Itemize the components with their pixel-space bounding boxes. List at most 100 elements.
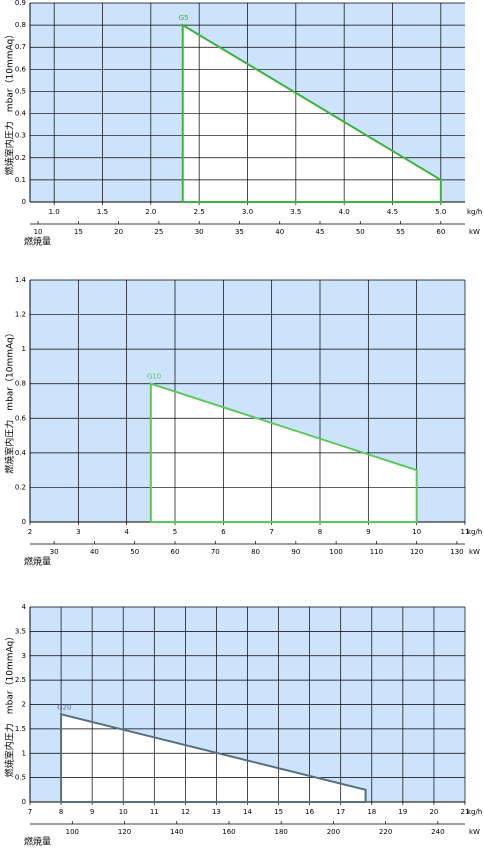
x-tick-label: 10: [119, 808, 128, 816]
x-tick-label: 11: [150, 808, 159, 816]
x-axis-title: 燃焼量: [24, 836, 51, 848]
y-tick-label: 0.5: [15, 87, 26, 95]
x2-tick-label: 120: [410, 548, 423, 556]
x-tick-label: 18: [367, 808, 376, 816]
x-tick-label: 9: [366, 528, 370, 536]
x2-tick-label: 40: [275, 228, 284, 236]
y-tick-label: 0.4: [15, 110, 27, 118]
x-tick-label: 12: [181, 808, 190, 816]
area-outline: [181, 23, 442, 203]
y-tick-label: 2.5: [15, 676, 26, 684]
x-tick-label: 2: [28, 528, 32, 536]
x-tick-label: 1.0: [49, 208, 60, 216]
x-tick-label: 2.5: [194, 208, 205, 216]
y-tick-label: 0.7: [15, 43, 26, 51]
x-axis-title: 燃焼量: [24, 236, 51, 248]
y-tick-label: 0.4: [15, 449, 27, 457]
x-tick-label: 5.0: [435, 208, 446, 216]
x-tick-label: 8: [59, 808, 63, 816]
x-tick-label: 2.0: [145, 208, 156, 216]
x2-tick-label: 100: [329, 548, 342, 556]
x-tick-label: 11: [461, 528, 470, 536]
x2-tick-label: 100: [66, 828, 79, 836]
x-tick-label: 3.5: [290, 208, 301, 216]
y-tick-label: 0: [22, 798, 26, 806]
x2-tick-label: 140: [170, 828, 183, 836]
x-tick-label: 20: [429, 808, 438, 816]
x-tick-label: 6: [221, 528, 226, 536]
y-tick-label: 1: [22, 749, 26, 757]
x-tick-label: 19: [398, 808, 407, 816]
x-tick-label: 13: [212, 808, 221, 816]
series-label: G10: [147, 373, 161, 381]
x2-tick-label: 30: [195, 228, 204, 236]
x-tick-label: 1.5: [97, 208, 108, 216]
x-tick-label: 3.0: [242, 208, 253, 216]
x-tick-label: 17: [336, 808, 345, 816]
x2-axis-unit: kW: [469, 828, 480, 836]
x-tick-label: 9: [90, 808, 94, 816]
x-axis-unit: kg/h: [467, 208, 482, 216]
x-tick-label: 4: [124, 528, 129, 536]
y-tick-label: 2: [22, 701, 26, 709]
x-tick-label: 5: [173, 528, 177, 536]
x-tick-label: 7: [28, 808, 32, 816]
y-tick-label: 1.2: [15, 311, 26, 319]
x2-tick-label: 200: [327, 828, 340, 836]
y-tick-label: 0.9: [15, 0, 26, 7]
y-tick-label: 1.4: [15, 276, 27, 284]
x2-tick-label: 240: [431, 828, 444, 836]
area: [61, 714, 366, 802]
x2-axis-unit: kW: [469, 548, 480, 556]
x2-tick-label: 35: [235, 228, 244, 236]
y-tick-label: 0.6: [15, 65, 27, 73]
y-tick-label: 0.1: [15, 176, 26, 184]
area-outline: [60, 712, 367, 803]
y-tick-label: 0.3: [15, 132, 26, 140]
y-tick-label: 1: [22, 345, 26, 353]
y-tick-label: 1.5: [15, 725, 26, 733]
x2-tick-label: 110: [370, 548, 383, 556]
x2-tick-label: 50: [130, 548, 139, 556]
y-tick-label: 0.2: [15, 483, 26, 491]
x2-tick-label: 50: [356, 228, 365, 236]
y-tick-label: 0.8: [15, 21, 26, 29]
series-label: G5: [179, 14, 189, 22]
y-axis-title: 燃焼室内圧力 mbar（10mmAq）: [4, 632, 16, 777]
y-tick-label: 0.5: [15, 774, 26, 782]
x-tick-label: 4.0: [339, 208, 350, 216]
y-tick-label: 0: [22, 518, 26, 526]
x-tick-label: 21: [461, 808, 470, 816]
x-tick-label: 4.5: [387, 208, 398, 216]
x2-tick-label: 60: [171, 548, 180, 556]
x-tick-label: 7: [269, 528, 273, 536]
y-tick-label: 0.2: [15, 154, 26, 162]
x-tick-label: 3: [76, 528, 80, 536]
x-axis-unit: kg/h: [467, 808, 482, 816]
x2-tick-label: 180: [274, 828, 287, 836]
x2-tick-label: 15: [74, 228, 83, 236]
x2-tick-label: 40: [90, 548, 99, 556]
x2-tick-label: 130: [450, 548, 463, 556]
y-tick-label: 0.6: [15, 414, 27, 422]
x2-tick-label: 30: [50, 548, 59, 556]
x2-tick-label: 80: [251, 548, 260, 556]
x-tick-label: 10: [412, 528, 421, 536]
x2-tick-label: 25: [154, 228, 163, 236]
x2-tick-label: 45: [316, 228, 325, 236]
x2-tick-label: 220: [379, 828, 392, 836]
x-axis-unit: kg/h: [467, 528, 482, 536]
area-outline: [149, 382, 418, 523]
x2-tick-label: 70: [211, 548, 220, 556]
x-tick-label: 14: [243, 808, 252, 816]
y-tick-label: 3: [22, 652, 26, 660]
x-axis-title: 燃焼量: [24, 556, 51, 568]
x2-tick-label: 20: [114, 228, 123, 236]
x2-tick-label: 90: [291, 548, 300, 556]
y-tick-label: 3.5: [15, 627, 26, 635]
x-tick-label: 15: [274, 808, 283, 816]
x2-tick-label: 55: [396, 228, 405, 236]
x2-tick-label: 10: [34, 228, 43, 236]
x-tick-label: 16: [305, 808, 314, 816]
